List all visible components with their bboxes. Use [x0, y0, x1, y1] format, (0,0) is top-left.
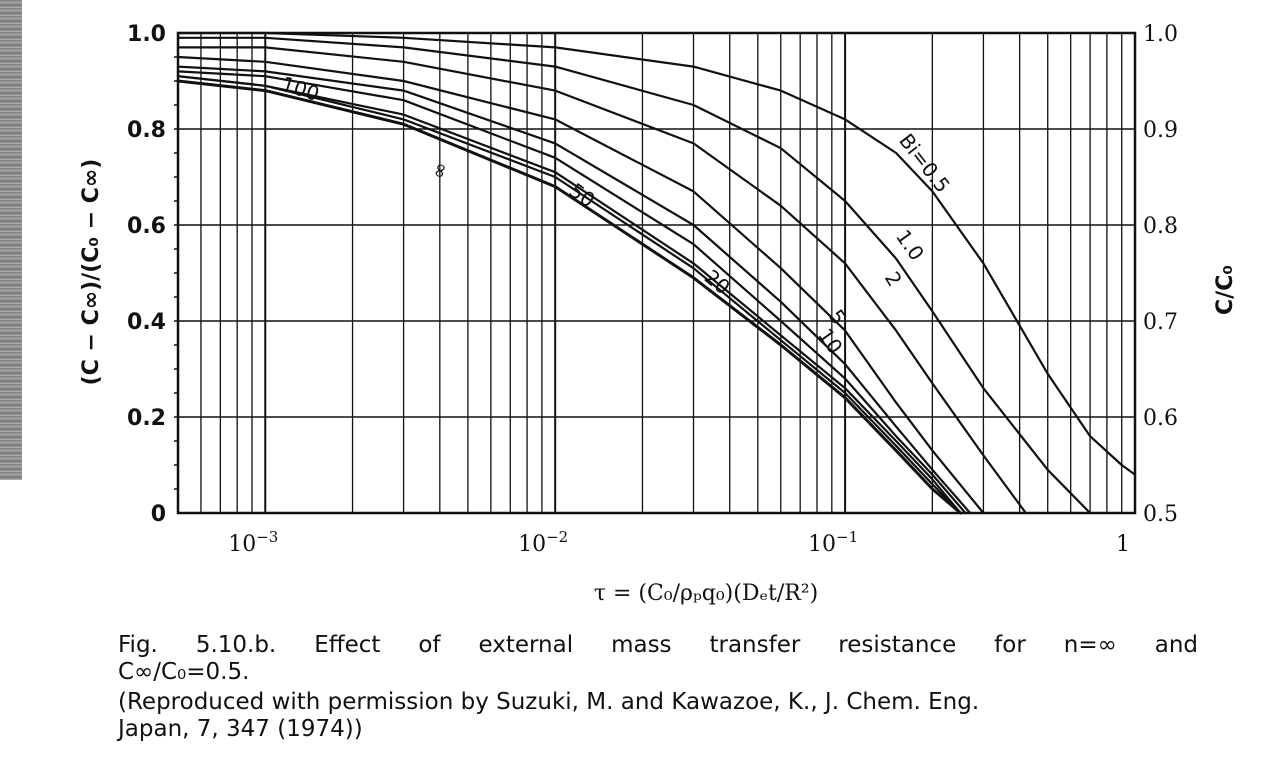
- y-left-tick-0: 0: [151, 502, 166, 527]
- y-right-tick-2: 0.7: [1143, 310, 1178, 335]
- x-axis-label: τ = (C₀/ρₚq₀)(Dₑt/R²): [594, 581, 818, 606]
- y-left-tick-2: 0.4: [127, 310, 166, 335]
- y-axis-label-right: C/C₀: [1213, 265, 1238, 315]
- y-right-tick-1: 0.6: [1143, 406, 1178, 431]
- reference-line-1: (Reproduced with permission by Suzuki, M…: [118, 689, 980, 715]
- series-line-7: [176, 75, 962, 515]
- series-line-6: [176, 75, 962, 515]
- y-left-tick-4: 0.8: [127, 118, 166, 143]
- y-right-tick-5: 1.0: [1143, 22, 1178, 47]
- figure-caption-line2: C∞/C₀=0.5.: [118, 659, 250, 685]
- curve-label-8: ∞: [425, 159, 452, 181]
- y-right-tick-0: 0.5: [1143, 502, 1178, 527]
- series-line-3: [176, 55, 985, 515]
- grid: [174, 33, 1136, 513]
- y-left-tick-1: 0.2: [127, 406, 166, 431]
- x-tick-labels: 10−3 10−2 10−1 1: [228, 528, 1130, 557]
- curve-label-7: 100: [279, 71, 323, 106]
- reference-line-2: Japan, 7, 347 (1974)): [118, 716, 363, 742]
- x-tick-base: 10: [228, 532, 256, 557]
- figure-reference: (Reproduced with permission by Suzuki, M…: [118, 689, 1198, 743]
- series-line-1: [176, 36, 1092, 515]
- x-tick-label-3: 1: [1116, 532, 1130, 557]
- chart: 10−3 10−2 10−1 1 00.20.40.60.81.0 0.50.60.7…: [79, 22, 1238, 606]
- scanned-edge-strip: [0, 0, 22, 480]
- figure-caption: Fig. 5.10.b. Effect of external mass tra…: [118, 632, 1198, 658]
- series-line-5: [176, 70, 967, 515]
- x-tick-label-0: 10−3: [228, 528, 278, 557]
- curve-label-0: Bi=0.5: [894, 129, 955, 197]
- y-axis-label-left: (C − C∞)/(C₀ − C∞): [79, 159, 104, 386]
- x-tick-exponent: −2: [546, 528, 568, 546]
- y-left-tick-labels: 0 0.2 0.4 0.6 0.8 1.0: [127, 22, 166, 527]
- curve-label-3: 5: [824, 305, 851, 329]
- series-line-0: [176, 31, 1137, 476]
- x-tick-base: 10: [518, 532, 546, 557]
- plot-frame: [176, 31, 1137, 515]
- x-tick-base: 10: [808, 532, 836, 557]
- series-line-8: [176, 79, 962, 515]
- x-tick-exponent: −3: [256, 528, 278, 546]
- series-line-4: [176, 65, 972, 515]
- curves: [176, 31, 1137, 515]
- y-left-tick-5: 1.0: [127, 22, 166, 47]
- series-line-2: [176, 46, 1027, 515]
- y-left-tick-3: 0.6: [127, 214, 166, 239]
- x-tick-label-1: 10−2: [518, 528, 568, 557]
- x-tick-label-2: 10−1: [808, 528, 858, 557]
- y-right-tick-4: 0.9: [1143, 118, 1178, 143]
- x-tick-exponent: −1: [836, 528, 858, 546]
- y-right-tick-labels: 0.5 0.6 0.7 0.8 0.9 1.0: [1143, 22, 1178, 527]
- y-right-tick-3: 0.8: [1143, 214, 1178, 239]
- curve-label-2: 2: [880, 267, 907, 291]
